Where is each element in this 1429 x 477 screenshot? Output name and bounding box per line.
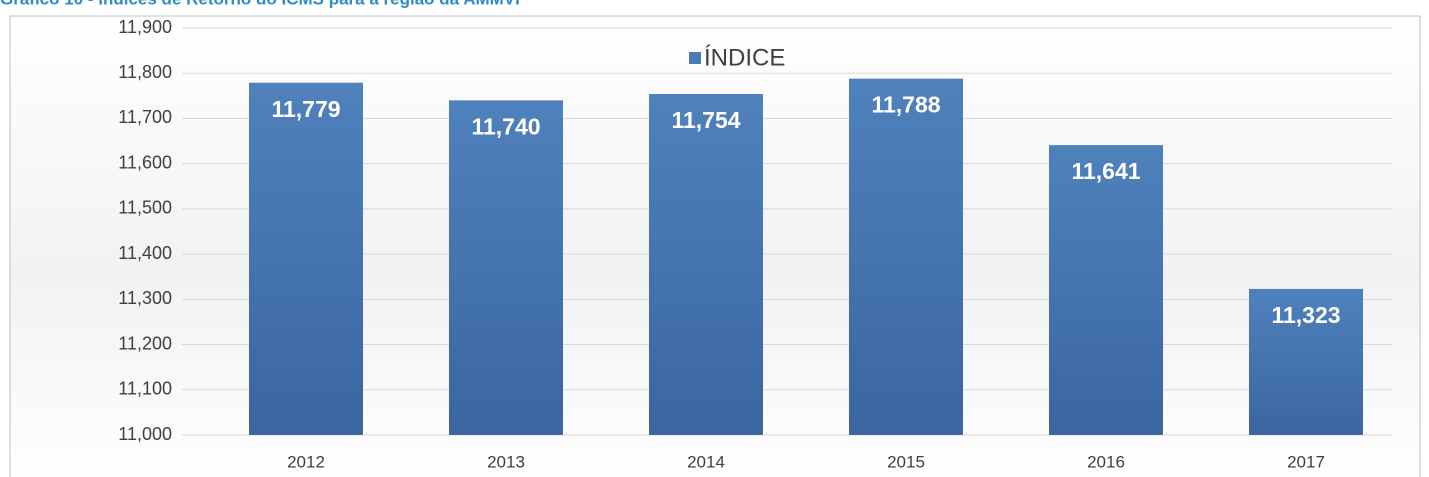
data-label: 11,779	[271, 96, 340, 122]
data-label: 11,323	[1271, 302, 1340, 328]
y-tick-label: 11,400	[118, 243, 172, 263]
y-tick-label: 11,200	[118, 333, 172, 353]
y-tick-label: 11,600	[118, 152, 172, 172]
legend-label: ÍNDICE	[704, 44, 785, 71]
bar	[1049, 145, 1163, 435]
legend-swatch	[689, 52, 701, 64]
y-tick-label: 11,800	[118, 62, 172, 82]
x-tick-label: 2012	[287, 452, 325, 471]
bar	[649, 94, 763, 435]
y-tick-label: 11,000	[118, 424, 172, 444]
data-label: 11,641	[1071, 158, 1140, 184]
y-tick-label: 11,700	[118, 107, 172, 127]
chart-title: Gráfico 10 - Índices de Retorno do ICMS …	[0, 0, 520, 8]
data-label: 11,788	[871, 92, 940, 118]
x-tick-label: 2017	[1287, 452, 1325, 471]
bar	[1249, 288, 1363, 435]
bar	[849, 78, 963, 435]
x-tick-label: 2015	[887, 452, 925, 471]
x-tick-label: 2013	[487, 452, 525, 471]
bar	[249, 82, 363, 436]
y-tick-label: 11,900	[118, 17, 172, 37]
data-label: 11,754	[671, 107, 740, 133]
y-tick-label: 11,500	[118, 198, 172, 218]
bar	[449, 100, 563, 435]
x-tick-label: 2014	[687, 452, 725, 471]
y-tick-label: 11,300	[118, 288, 172, 308]
data-label: 11,740	[471, 113, 540, 139]
x-tick-label: 2016	[1087, 452, 1125, 471]
y-tick-label: 11,100	[118, 379, 172, 399]
